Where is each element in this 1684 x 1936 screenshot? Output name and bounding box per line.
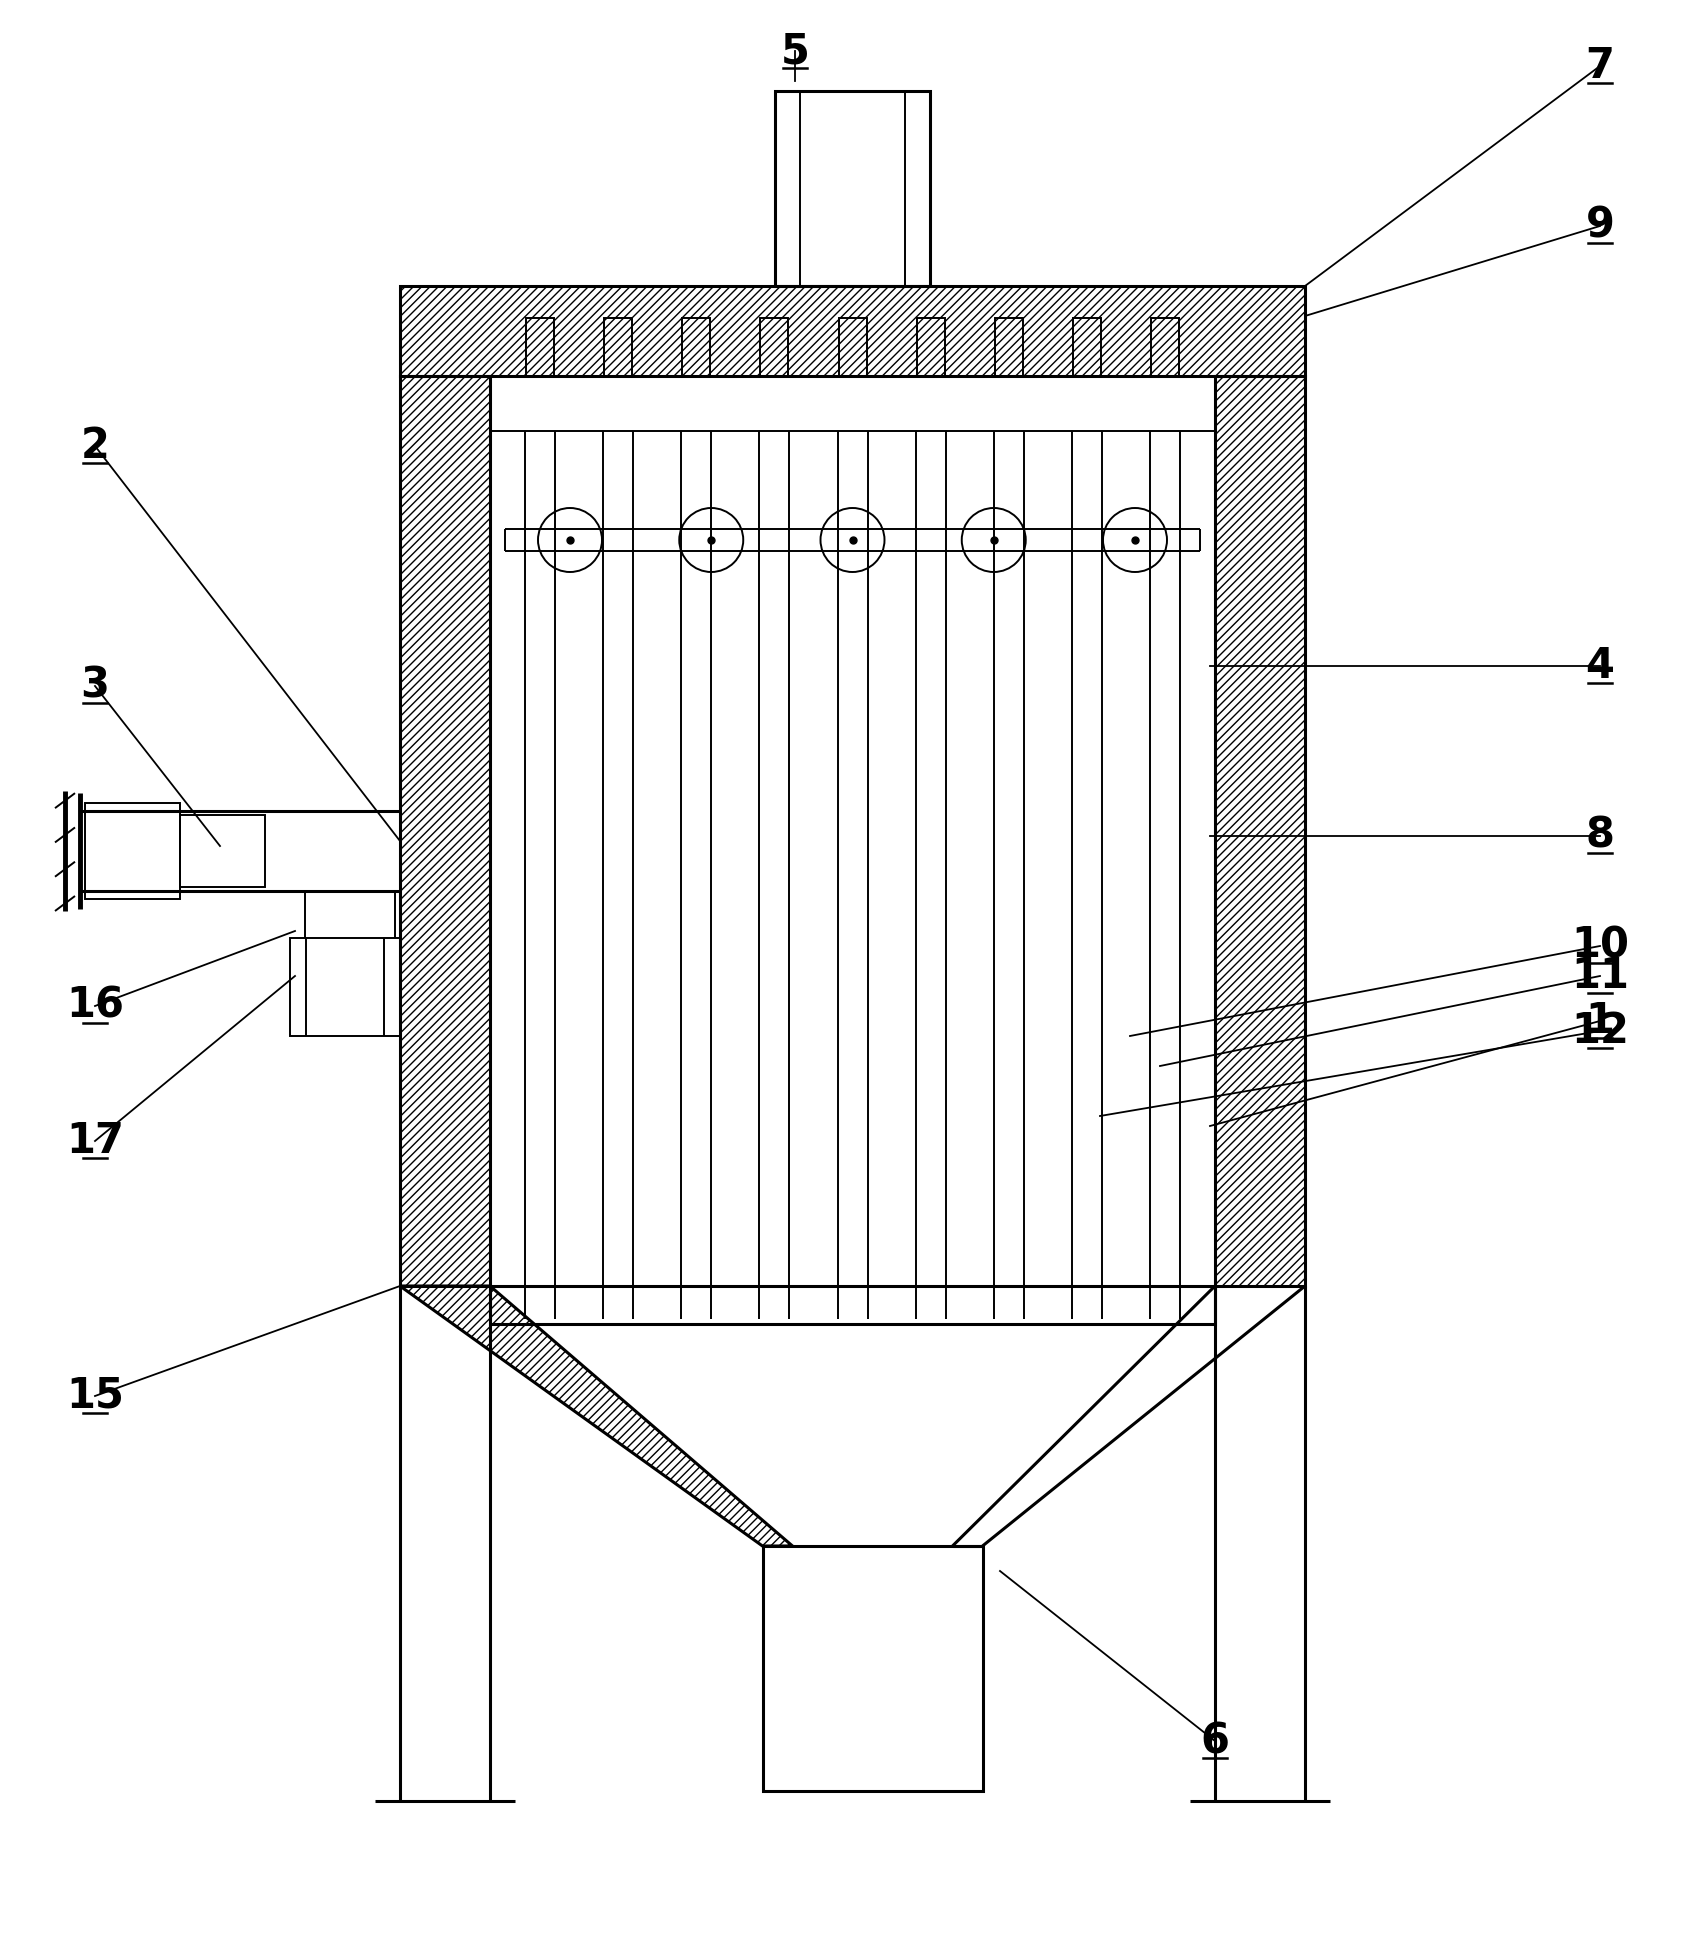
Text: 15: 15 [66, 1375, 125, 1417]
Bar [775, 91, 930, 287]
Text: 11: 11 [1571, 954, 1628, 997]
Bar [1214, 376, 1305, 1286]
Text: 12: 12 [1571, 1011, 1628, 1051]
Bar [916, 318, 945, 376]
Bar [995, 318, 1022, 376]
Bar [490, 1286, 1214, 1324]
Bar [401, 287, 1305, 376]
Text: 1: 1 [1586, 1001, 1615, 1042]
Text: 16: 16 [66, 985, 125, 1026]
Bar [180, 815, 264, 887]
Bar [763, 1547, 982, 1791]
Bar [490, 376, 1214, 432]
Bar [1073, 318, 1101, 376]
Bar [290, 939, 401, 1036]
Text: 4: 4 [1586, 645, 1615, 687]
Bar [1150, 318, 1179, 376]
Text: 3: 3 [81, 664, 109, 707]
Bar [401, 376, 490, 1286]
Text: 10: 10 [1571, 925, 1628, 966]
Text: 8: 8 [1586, 815, 1615, 858]
Bar [761, 318, 788, 376]
Bar [84, 803, 180, 898]
Text: 9: 9 [1586, 205, 1615, 248]
Text: 2: 2 [81, 426, 109, 467]
Text: 17: 17 [66, 1121, 125, 1162]
Text: 5: 5 [781, 29, 810, 72]
Bar [839, 318, 867, 376]
Text: 6: 6 [1201, 1719, 1229, 1762]
Bar [682, 318, 711, 376]
Bar [525, 318, 554, 376]
Text: 7: 7 [1586, 45, 1615, 87]
Bar [605, 318, 632, 376]
